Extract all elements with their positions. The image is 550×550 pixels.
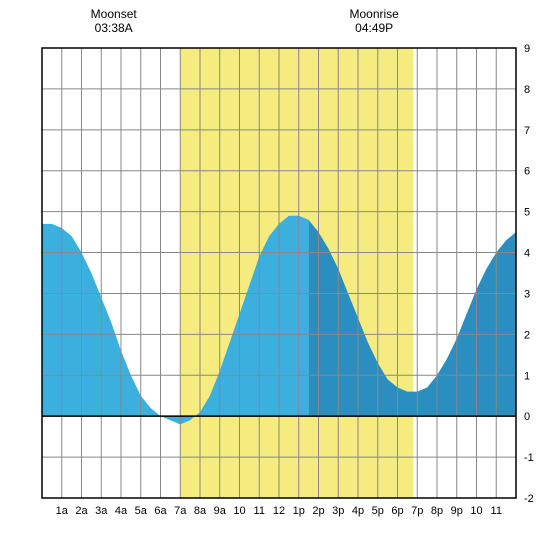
x-tick-label: 5p bbox=[372, 505, 384, 517]
y-tick-label: 9 bbox=[524, 43, 530, 55]
x-tick-label: 2a bbox=[75, 505, 88, 517]
x-tick-label: 5a bbox=[135, 505, 148, 517]
y-tick-label: 7 bbox=[524, 125, 530, 137]
y-tick-label: 8 bbox=[524, 84, 530, 96]
x-tick-label: 7a bbox=[174, 505, 187, 517]
x-tick-label: 6a bbox=[154, 505, 167, 517]
x-tick-label: 4p bbox=[352, 505, 364, 517]
x-tick-label: 2p bbox=[312, 505, 324, 517]
moonrise-title: Moonrise bbox=[350, 7, 400, 21]
x-tick-label: 4a bbox=[115, 505, 128, 517]
x-tick-label: 3p bbox=[332, 505, 344, 517]
y-tick-label: -2 bbox=[524, 493, 534, 505]
chart-svg: -2-101234567891a2a3a4a5a6a7a8a9a1011121p… bbox=[0, 0, 550, 550]
y-tick-label: 1 bbox=[524, 370, 530, 382]
moonrise-time: 04:49P bbox=[355, 21, 393, 35]
y-tick-label: 0 bbox=[524, 411, 530, 423]
x-tick-label: 11 bbox=[254, 505, 265, 517]
moonset-title: Moonset bbox=[91, 7, 138, 21]
y-tick-label: 4 bbox=[524, 248, 530, 260]
x-tick-label: 9p bbox=[451, 505, 463, 517]
moonset-time: 03:38A bbox=[95, 21, 133, 35]
x-tick-label: 3a bbox=[95, 505, 108, 517]
tide-chart: -2-101234567891a2a3a4a5a6a7a8a9a1011121p… bbox=[0, 0, 550, 550]
x-tick-label: 1a bbox=[56, 505, 69, 517]
x-tick-label: 10 bbox=[233, 505, 245, 517]
y-tick-label: -1 bbox=[524, 452, 534, 464]
x-tick-label: 6p bbox=[391, 505, 403, 517]
x-tick-label: 1p bbox=[293, 505, 305, 517]
y-tick-label: 3 bbox=[524, 288, 530, 300]
x-tick-label: 8p bbox=[431, 505, 443, 517]
x-tick-label: 11 bbox=[491, 505, 502, 517]
x-tick-label: 7p bbox=[411, 505, 423, 517]
x-tick-label: 8a bbox=[194, 505, 207, 517]
y-tick-label: 6 bbox=[524, 166, 530, 178]
y-tick-label: 5 bbox=[524, 207, 530, 219]
x-tick-label: 12 bbox=[273, 505, 285, 517]
y-tick-label: 2 bbox=[524, 329, 530, 341]
x-tick-label: 10 bbox=[470, 505, 482, 517]
x-tick-label: 9a bbox=[214, 505, 227, 517]
